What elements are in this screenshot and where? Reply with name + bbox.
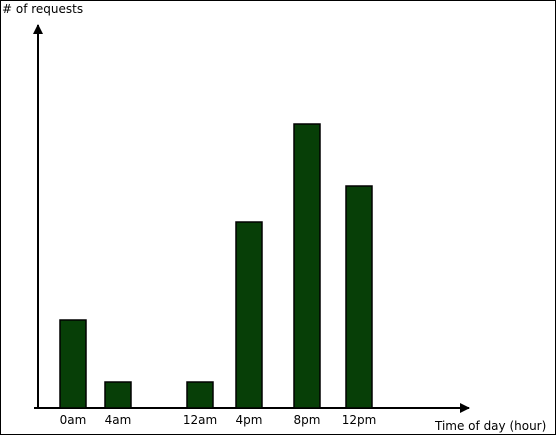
x-tick-label: 4pm (236, 413, 263, 427)
bar (235, 221, 263, 409)
x-tick-label: 4am (105, 413, 132, 427)
x-tick-label: 0am (60, 413, 87, 427)
x-tick-label: 12pm (342, 413, 377, 427)
x-tick-label: 12am (183, 413, 217, 427)
bar (293, 123, 321, 409)
y-axis-label: # of requests (2, 2, 83, 16)
bar (186, 381, 214, 409)
bar (59, 319, 87, 409)
x-tick-label: 8pm (294, 413, 321, 427)
x-axis-label: Time of day (hour) (434, 419, 546, 433)
bar (345, 185, 373, 409)
bar (104, 381, 132, 409)
